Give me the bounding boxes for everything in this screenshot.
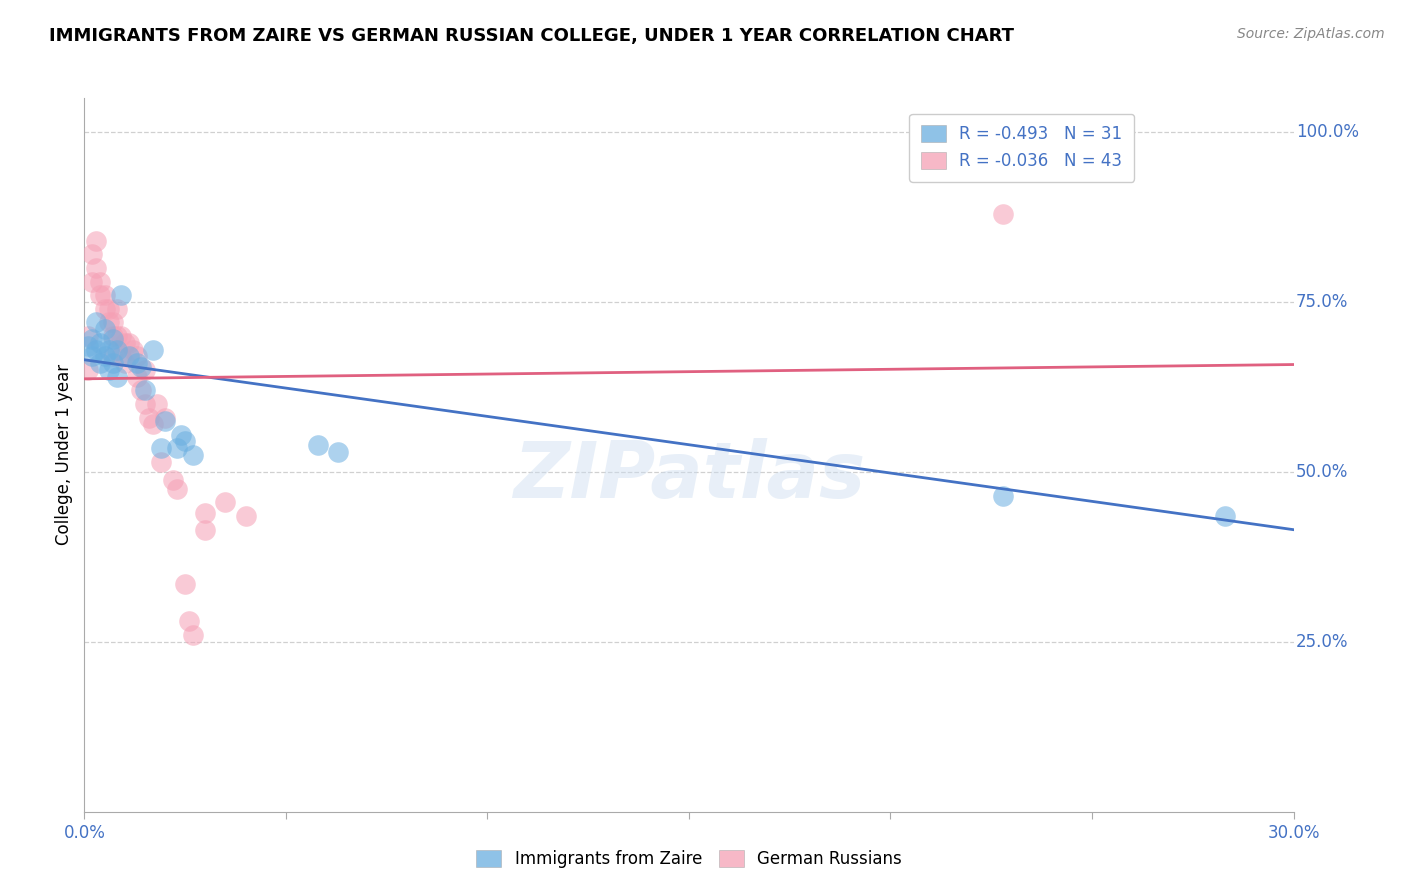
Point [105,343,128,357]
Point [146,397,169,411]
Point [179,615,201,629]
Point [86,234,108,248]
Point [89,288,111,302]
Point [134,363,156,377]
Point [993,207,1015,221]
Point [93,301,115,316]
Point [993,489,1015,503]
Point [110,288,132,302]
Point [125,350,148,364]
Point [142,417,165,432]
Text: 50.0%: 50.0% [1296,463,1348,481]
Legend: Immigrants from Zaire, German Russians: Immigrants from Zaire, German Russians [470,843,908,875]
Point [86,260,108,275]
Point [101,332,124,346]
Point [166,482,188,496]
Text: Source: ZipAtlas.com: Source: ZipAtlas.com [1237,27,1385,41]
Point [101,350,124,364]
Point [105,369,128,384]
Point [149,441,172,455]
Point [82,247,104,261]
Point [307,438,329,452]
Point [86,343,108,357]
Point [110,329,132,343]
Point [105,329,128,343]
Point [129,384,152,398]
Point [174,434,197,449]
Point [97,315,120,329]
Point [153,414,176,428]
Point [82,275,104,289]
Point [181,448,204,462]
Point [97,363,120,377]
Point [1213,509,1236,524]
Point [89,356,111,370]
Point [118,350,141,364]
Point [174,577,197,591]
Text: IMMIGRANTS FROM ZAIRE VS GERMAN RUSSIAN COLLEGE, UNDER 1 YEAR CORRELATION CHART: IMMIGRANTS FROM ZAIRE VS GERMAN RUSSIAN … [49,27,1014,45]
Point [93,350,115,364]
Point [166,441,188,455]
Point [134,397,156,411]
Point [101,315,124,329]
Point [77,339,100,353]
Point [93,288,115,302]
Point [101,329,124,343]
Point [82,350,104,364]
Point [162,473,184,487]
Point [142,343,165,357]
Point [181,628,204,642]
Text: ZIPatlas: ZIPatlas [513,438,865,515]
Point [235,509,257,524]
Point [77,363,100,377]
Point [118,335,141,350]
Point [77,329,100,343]
Point [114,335,136,350]
Point [86,315,108,329]
Point [89,275,111,289]
Point [134,384,156,398]
Text: 100.0%: 100.0% [1296,123,1360,141]
Text: 25.0%: 25.0% [1296,632,1348,651]
Point [93,322,115,336]
Text: 75.0%: 75.0% [1296,293,1348,311]
Point [153,410,176,425]
Y-axis label: College, Under 1 year: College, Under 1 year [55,364,73,546]
Point [89,335,111,350]
Point [129,359,152,374]
Point [214,495,236,509]
Point [110,350,132,364]
Point [97,343,120,357]
Point [328,444,350,458]
Point [114,356,136,370]
Point [125,369,148,384]
Point [82,332,104,346]
Point [97,301,120,316]
Point [170,427,193,442]
Point [121,343,143,357]
Point [125,356,148,370]
Point [149,455,172,469]
Point [138,410,160,425]
Point [194,523,217,537]
Point [194,506,217,520]
Point [105,301,128,316]
Point [101,356,124,370]
